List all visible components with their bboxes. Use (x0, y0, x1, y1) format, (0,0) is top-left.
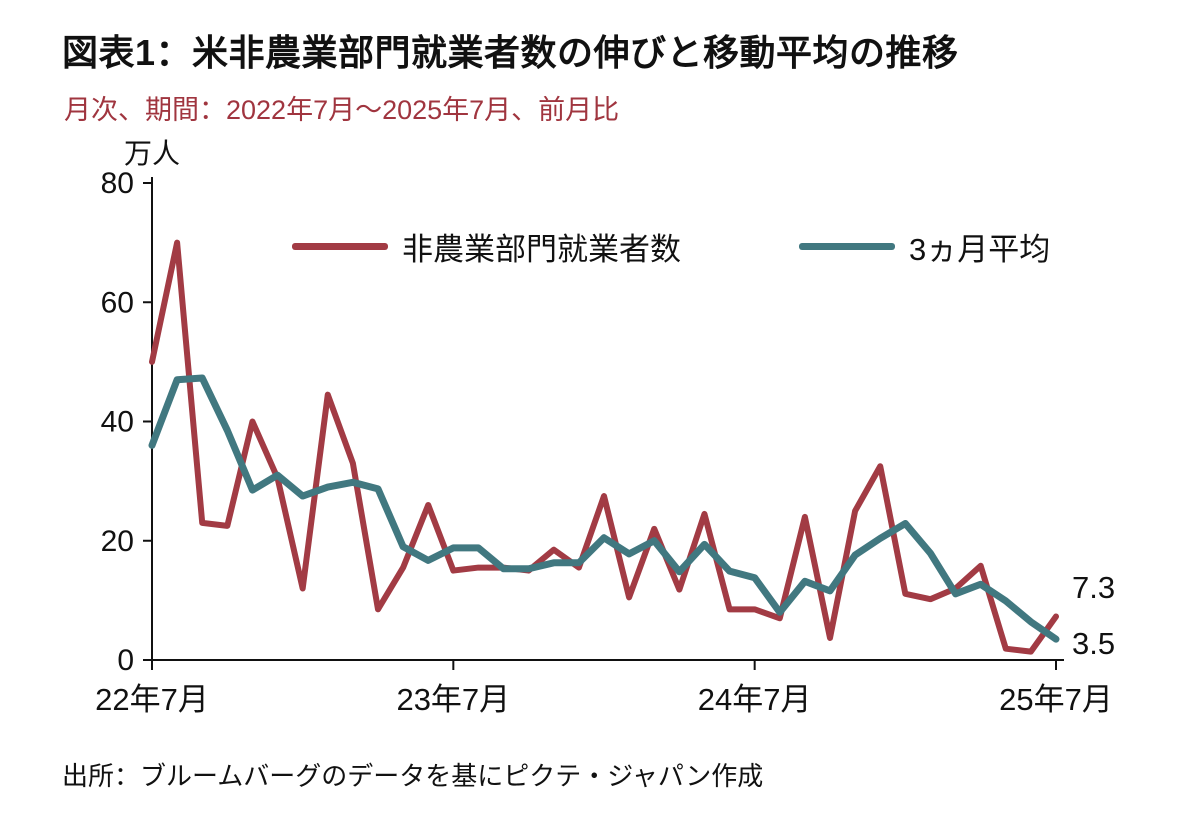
legend-item-payrolls: 非農業部門就業者数 (292, 224, 681, 269)
x-tick-label: 23年7月 (396, 682, 510, 717)
x-tick-label: 24年7月 (698, 682, 812, 717)
x-tick-label: 22年7月 (95, 682, 209, 717)
legend-label-average: 3ヵ月平均 (909, 231, 1051, 267)
y-tick-label: 40 (101, 406, 134, 439)
end-label-average: 3.5 (1072, 626, 1116, 661)
legend-swatch-average (799, 242, 895, 250)
y-tick-label: 20 (101, 525, 134, 558)
y-tick-label: 0 (117, 644, 134, 677)
end-label-payrolls: 7.3 (1072, 570, 1116, 605)
legend-item-average: 3ヵ月平均 (799, 224, 1050, 269)
figure-subtitle: 月次、期間：2022年7月～2025年7月、前月比 (64, 95, 620, 125)
legend-label-payrolls: 非農業部門就業者数 (402, 231, 681, 267)
source-note: 出所：ブルームバーグのデータを基にピクテ・ジャパン作成 (62, 761, 764, 791)
chart-legend: 非農業部門就業者数 3ヵ月平均 (292, 224, 1050, 268)
y-axis-unit-label: 万人 (124, 138, 181, 169)
x-tick-label: 25年7月 (999, 682, 1113, 717)
figure-title: 図表1：米非農業部門就業者数の伸びと移動平均の推移 (62, 32, 959, 73)
payrolls-line (149, 239, 1059, 655)
y-tick-label: 80 (101, 167, 134, 200)
moving-average-line (148, 374, 1060, 643)
y-tick-label: 60 (101, 286, 134, 319)
legend-swatch-payrolls (292, 242, 388, 250)
